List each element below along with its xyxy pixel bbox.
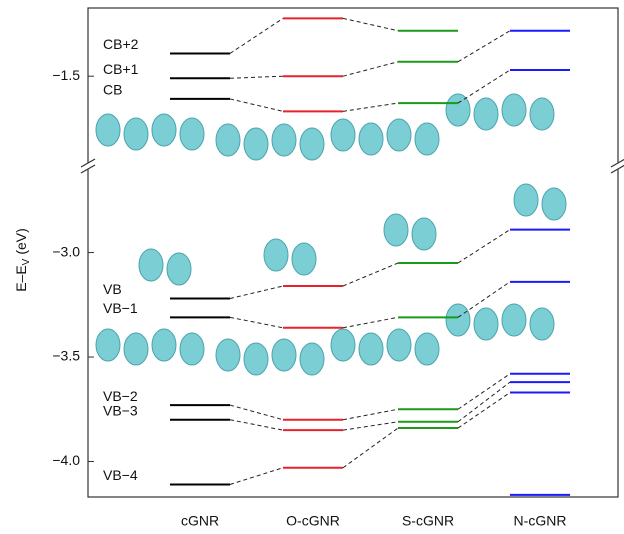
orbital-lobe: [124, 118, 148, 150]
level-label: VB−1: [103, 300, 138, 316]
orbital-lobe: [152, 329, 176, 361]
level-connector: [230, 99, 283, 111]
orbital-lobe: [272, 124, 296, 156]
orbital-lobe: [180, 118, 204, 150]
orbital-lobe: [152, 114, 176, 146]
y-tick-label: −4.0: [52, 452, 80, 468]
level-connector: [343, 317, 398, 327]
orbital-lobe: [216, 124, 240, 156]
orbital-lobe: [514, 184, 538, 216]
level-connector: [458, 31, 510, 62]
orbital-lobe: [530, 98, 554, 130]
level-label: VB−2: [103, 388, 138, 404]
level-connector: [343, 103, 398, 111]
y-tick-label: −1.5: [52, 67, 80, 83]
orbital-lobe: [272, 339, 296, 371]
orbital-lobe: [384, 214, 408, 246]
orbital-lobe: [387, 329, 411, 361]
orbital-lobe: [446, 94, 470, 126]
orbital-lobe: [300, 343, 324, 375]
x-tick-label: N-cGNR: [514, 513, 567, 529]
level-label: VB: [103, 281, 122, 297]
orbital-lobe: [331, 119, 355, 151]
orbital-lobe: [542, 188, 566, 220]
orbital-lobe: [96, 114, 120, 146]
plot-frame: [88, 8, 618, 497]
x-tick-label: S-cGNR: [402, 513, 454, 529]
orbital-lobe: [412, 218, 436, 250]
level-connector: [230, 420, 283, 430]
level-connector: [230, 76, 283, 78]
level-connector: [230, 468, 283, 485]
level-connector: [343, 263, 398, 286]
orbital-lobe: [167, 253, 191, 285]
level-connector: [458, 382, 510, 422]
orbital-lobe: [139, 249, 163, 281]
level-label: CB: [103, 82, 122, 98]
level-connector: [458, 374, 510, 410]
orbital-lobe: [244, 128, 268, 160]
chart: E–EV (eV) −3.0 −3.5 −4.0 −1.5 cGNR O-cGNR S-cGN…: [0, 0, 624, 534]
orbital-lobe: [474, 98, 498, 130]
y-label-unit: (eV): [13, 228, 29, 254]
y-tick-label: −3.0: [52, 243, 80, 259]
level-connector: [343, 422, 398, 430]
orbital-lobe: [415, 333, 439, 365]
x-tick-label: cGNR: [181, 513, 219, 529]
level-connector: [230, 317, 283, 327]
level-connector: [343, 409, 398, 419]
orbital-lobe: [292, 243, 316, 275]
orbital-lobe: [502, 304, 526, 336]
level-connector: [230, 286, 283, 299]
orbital-lobe: [415, 123, 439, 155]
level-connector: [458, 230, 510, 263]
orbital-lobe: [96, 329, 120, 361]
level-label: VB−4: [103, 467, 138, 483]
orbital-lobe: [216, 339, 240, 371]
orbital-lobe: [530, 308, 554, 340]
orbital-lobe: [446, 304, 470, 336]
y-label-main: E–E: [13, 265, 29, 291]
level-label: CB+1: [103, 61, 139, 77]
level-connector: [230, 405, 283, 420]
level-connector: [343, 62, 398, 76]
level-label: VB−3: [103, 402, 138, 418]
x-tick-label: O-cGNR: [286, 513, 340, 529]
y-axis-label: E–EV (eV): [13, 228, 32, 292]
level-connector: [458, 393, 510, 429]
level-label: CB+2: [103, 36, 139, 52]
orbital-lobe: [387, 119, 411, 151]
orbital-lobe: [244, 343, 268, 375]
orbital-lobe: [124, 333, 148, 365]
level-connector: [230, 18, 283, 53]
orbital-lobe: [474, 308, 498, 340]
orbital-lobe: [180, 333, 204, 365]
orbital-lobe: [359, 333, 383, 365]
orbital-lobe: [300, 128, 324, 160]
level-connector: [343, 18, 398, 30]
orbital-lobe: [331, 329, 355, 361]
y-tick-label: −3.5: [52, 348, 80, 364]
orbital-lobe: [502, 94, 526, 126]
level-connector: [343, 428, 398, 468]
orbital-lobe: [264, 239, 288, 271]
y-label-sub: V: [21, 258, 32, 265]
orbital-lobe: [359, 123, 383, 155]
